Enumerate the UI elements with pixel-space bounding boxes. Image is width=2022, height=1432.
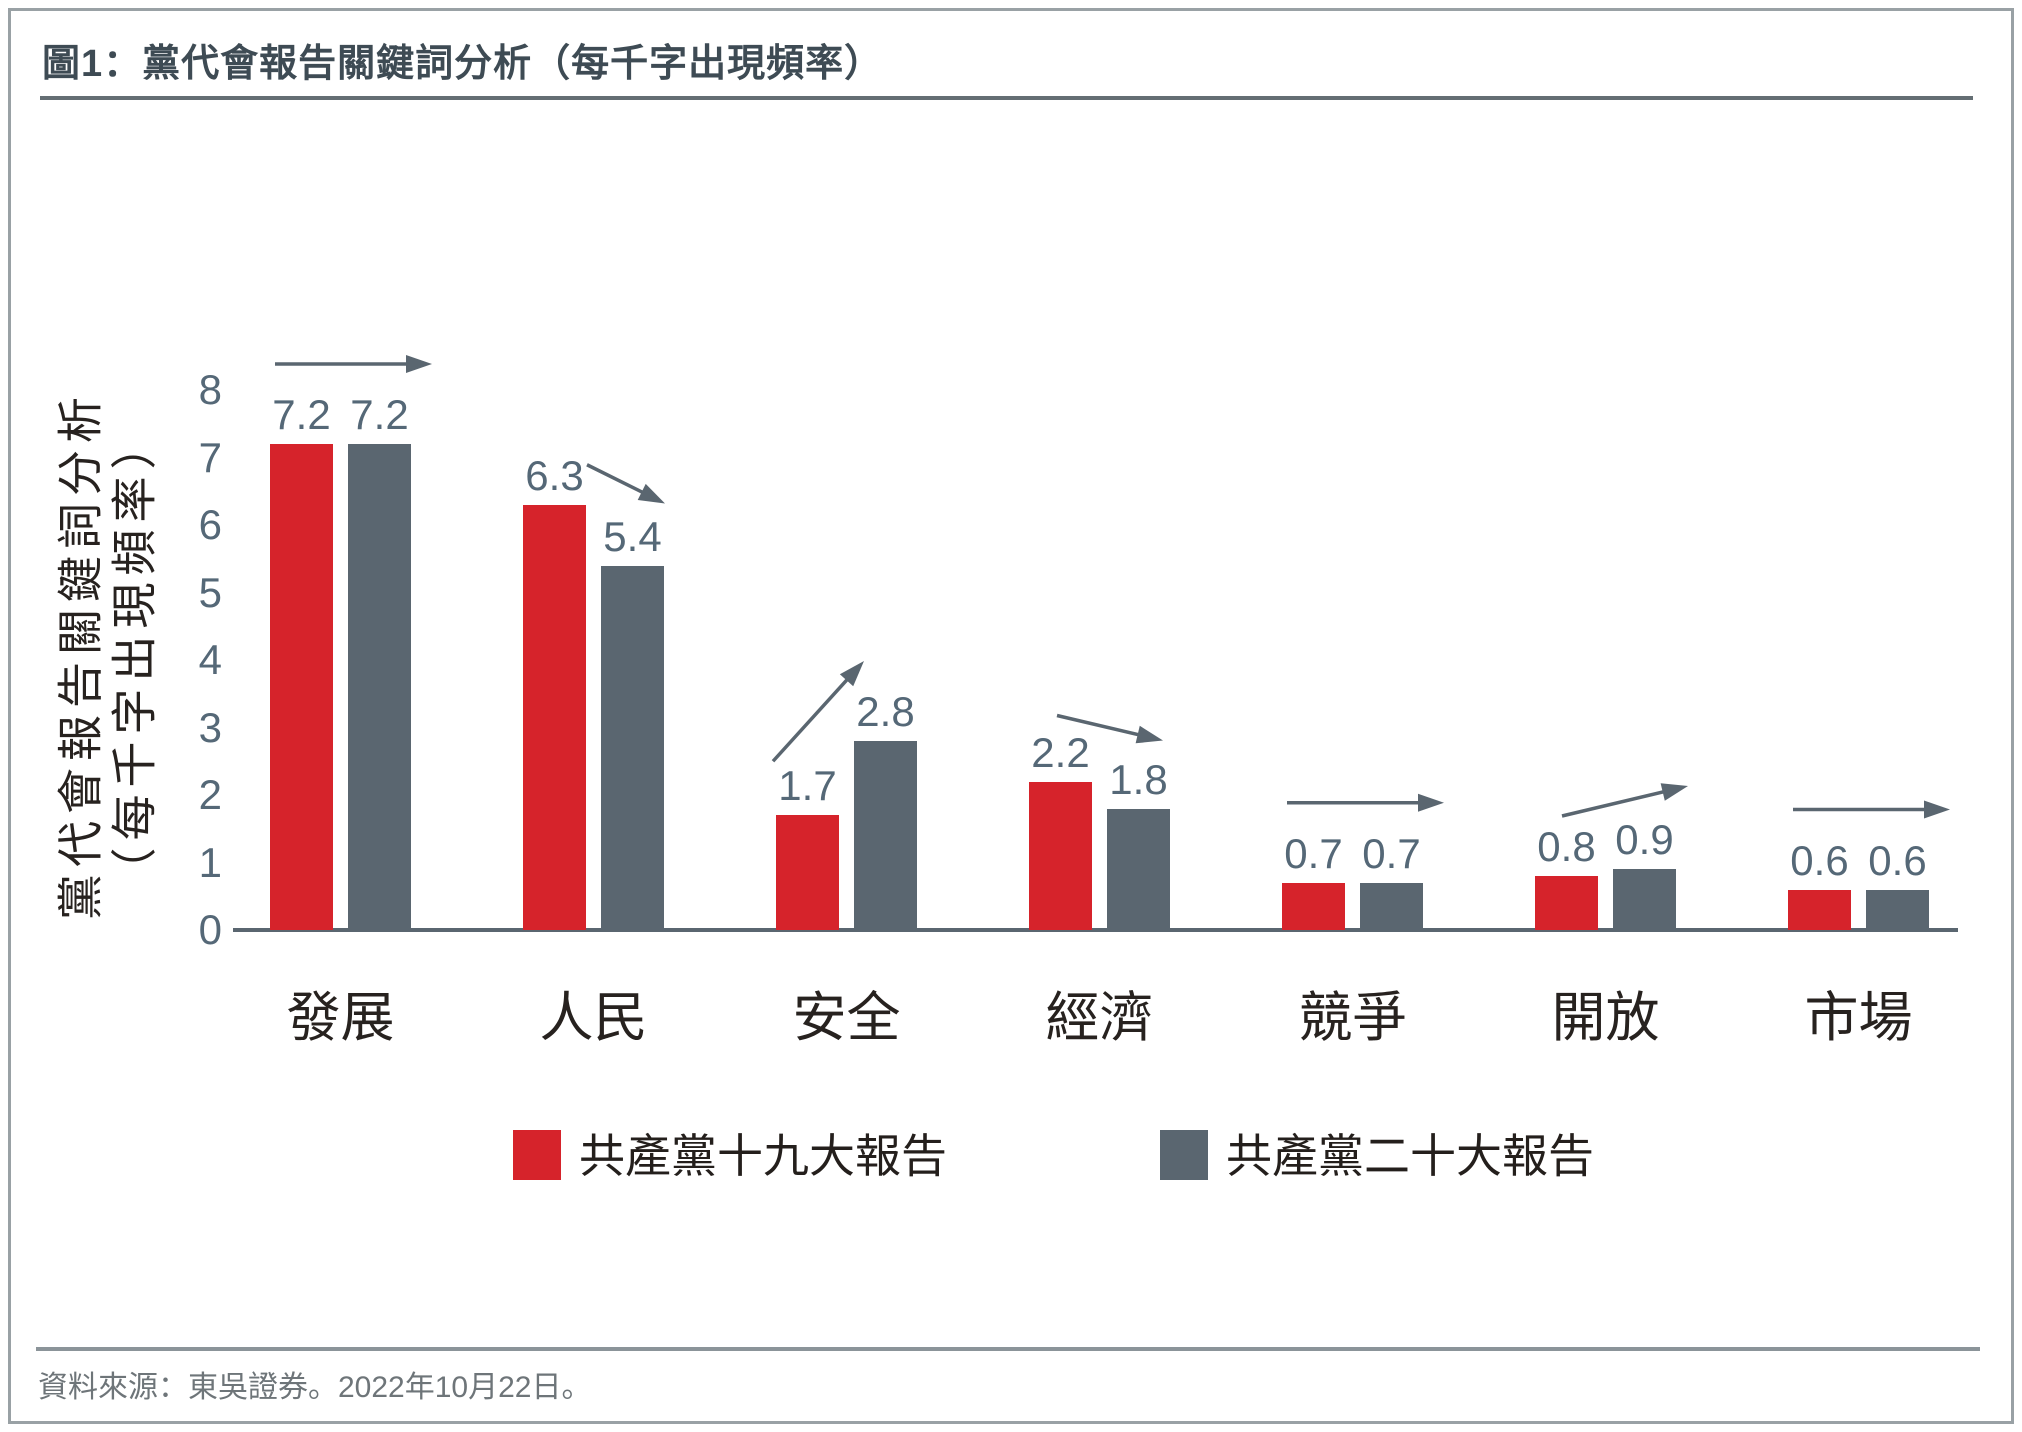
bar-series1-人民 (523, 504, 586, 930)
bar-series1-安全 (776, 815, 839, 930)
legend-swatch-series2 (1160, 1130, 1208, 1180)
title-divider (40, 96, 1973, 100)
category-label-安全: 安全 (792, 988, 901, 1048)
y-tick-label-3: 3 (198, 703, 222, 751)
bar-series1-發展 (270, 444, 333, 930)
y-tick-label-2: 2 (198, 771, 222, 818)
category-label-經濟: 經濟 (1045, 988, 1154, 1048)
value-label-series1-市場: 0.6 (1790, 836, 1849, 884)
y-tick-label-1: 1 (198, 838, 222, 886)
value-label-series2-發展: 7.2 (350, 391, 409, 438)
y-tick-label-4: 4 (198, 636, 222, 683)
bar-series2-競爭 (1360, 882, 1423, 930)
category-label-開放: 開放 (1551, 988, 1660, 1048)
category-label-人民: 人民 (539, 988, 648, 1048)
value-label-series1-發展: 7.2 (272, 391, 331, 438)
value-label-series2-安全: 2.8 (856, 688, 915, 735)
value-label-series2-人民: 5.4 (603, 512, 662, 560)
bar-series1-市場 (1788, 889, 1851, 930)
legend-label-series2: 共產黨二十大報告 (1226, 1130, 1594, 1182)
trend-arrow-flat-市場 (1793, 800, 1950, 819)
category-label-競爭: 競爭 (1298, 988, 1407, 1048)
bar-series1-競爭 (1282, 882, 1345, 930)
value-label-series1-人民: 6.3 (525, 451, 584, 499)
bar-series2-發展 (348, 444, 411, 930)
source-note: 資料來源：東吳證券。2022年10月22日。 (38, 1371, 592, 1404)
trend-arrow-flat-競爭 (1287, 793, 1444, 812)
y-axis-title-line1: 黨代會報告關鍵詞分析 (54, 390, 107, 920)
value-label-series2-開放: 0.9 (1615, 816, 1674, 864)
y-tick-label-6: 6 (198, 501, 222, 548)
y-tick-label-5: 5 (198, 568, 222, 616)
bar-series2-開放 (1613, 869, 1676, 930)
bar-series2-人民 (601, 565, 664, 930)
value-label-series1-開放: 0.8 (1537, 823, 1596, 870)
bar-series1-開放 (1535, 876, 1598, 930)
bar-series2-安全 (854, 741, 917, 930)
category-label-市場: 市場 (1804, 988, 1913, 1048)
legend-swatch-series1 (513, 1130, 561, 1180)
category-label-發展: 發展 (286, 988, 395, 1048)
footer-divider (36, 1347, 1980, 1351)
y-tick-label-0: 0 (198, 906, 222, 953)
x-axis-line (233, 928, 1958, 932)
trend-arrow-up-開放 (1561, 783, 1688, 818)
value-label-series2-競爭: 0.7 (1362, 829, 1421, 877)
trend-arrow-flat-發展 (275, 355, 432, 373)
value-label-series1-競爭: 0.7 (1284, 829, 1343, 877)
y-tick-label-7: 7 (198, 433, 222, 481)
value-label-series2-經濟: 1.8 (1109, 755, 1168, 803)
bar-series2-市場 (1866, 889, 1929, 930)
legend-label-series1: 共產黨十九大報告 (579, 1130, 947, 1182)
value-label-series2-市場: 0.6 (1868, 836, 1927, 884)
y-tick-label-8: 8 (198, 366, 222, 413)
bar-series1-經濟 (1029, 781, 1092, 930)
value-label-series1-安全: 1.7 (778, 762, 837, 810)
chart-title: 圖1：黨代會報告關鍵詞分析（每千字出現頻率） (42, 43, 884, 85)
bar-series2-經濟 (1107, 808, 1170, 930)
